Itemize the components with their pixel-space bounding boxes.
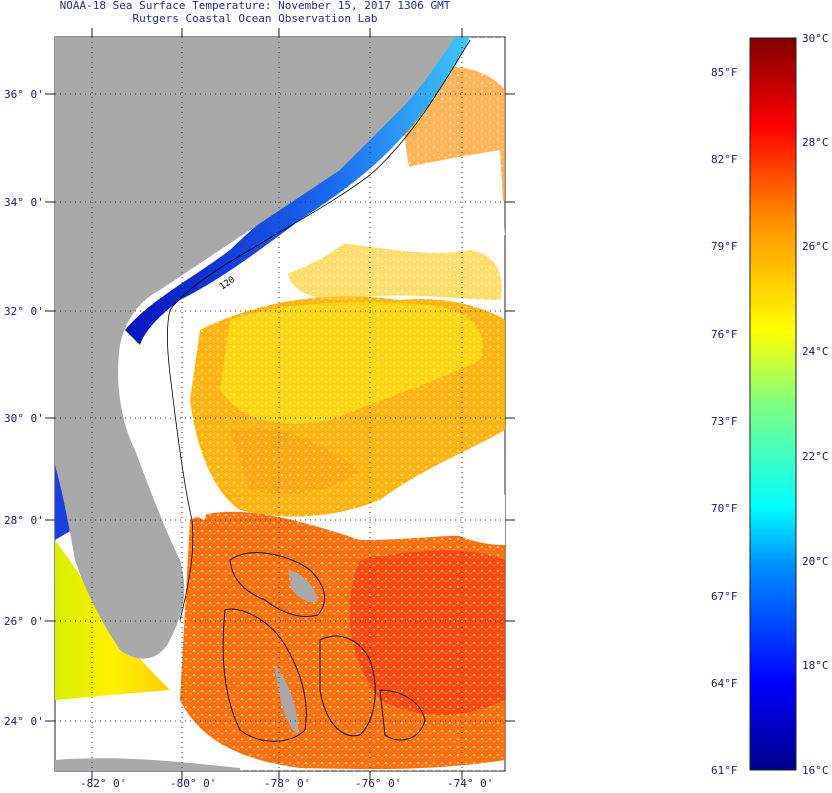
lat-label-34: 34° 0' [4,196,44,209]
lon-label-82: -82° 0' [80,777,127,790]
lat-label-36: 36° 0' [4,88,44,101]
map-title: NOAA-18 Sea Surface Temperature: Novembe… [59,0,451,12]
lon-label-74: -74° 0' [447,777,494,790]
celsius-label-26: 26°C [802,240,829,253]
lon-label-78: -78° 0' [264,777,311,790]
fahrenheit-label-64: 64°F [711,677,738,690]
celsius-label-16: 16°C [802,764,829,777]
land-mass [55,37,455,659]
lon-label-80: -80° 0' [170,777,217,790]
bahamas-banks [222,552,426,742]
map-subtitle: Rutgers Coastal Ocean Observation Lab [132,12,378,25]
celsius-label-18: 18°C [802,659,829,672]
fahrenheit-label-67: 67°F [711,590,738,603]
cuba-land [55,758,240,771]
fahrenheit-label-79: 79°F [711,240,738,253]
celsius-label-24: 24°C [802,345,829,358]
fahrenheit-label-85: 85°F [711,66,738,79]
gulf-water [55,540,170,700]
fahrenheit-label-73: 73°F [711,415,738,428]
fahrenheit-label-70: 70°F [711,502,738,515]
celsius-label-28: 28°C [802,136,829,149]
celsius-label-30: 30°C [802,32,829,45]
fahrenheit-label-76: 76°F [711,328,738,341]
lon-label-76: -76° 0' [355,777,402,790]
graticule [55,37,505,771]
celsius-label-22: 22°C [802,450,829,463]
axis-ticks [45,28,515,780]
bahamas-land [275,570,318,735]
temperature-colorbar [749,37,797,771]
fahrenheit-label-82: 82°F [711,153,738,166]
celsius-label-20: 20°C [802,555,829,568]
lat-label-24: 24° 0' [4,715,44,728]
colorbar-gradient [749,37,797,771]
lat-label-32: 32° 0' [4,305,44,318]
fahrenheit-label-61: 61°F [711,764,738,777]
lat-label-30: 30° 0' [4,412,44,425]
lat-label-28: 28° 0' [4,514,44,527]
lat-label-26: 26° 0' [4,615,44,628]
isobath-contour [166,39,471,621]
